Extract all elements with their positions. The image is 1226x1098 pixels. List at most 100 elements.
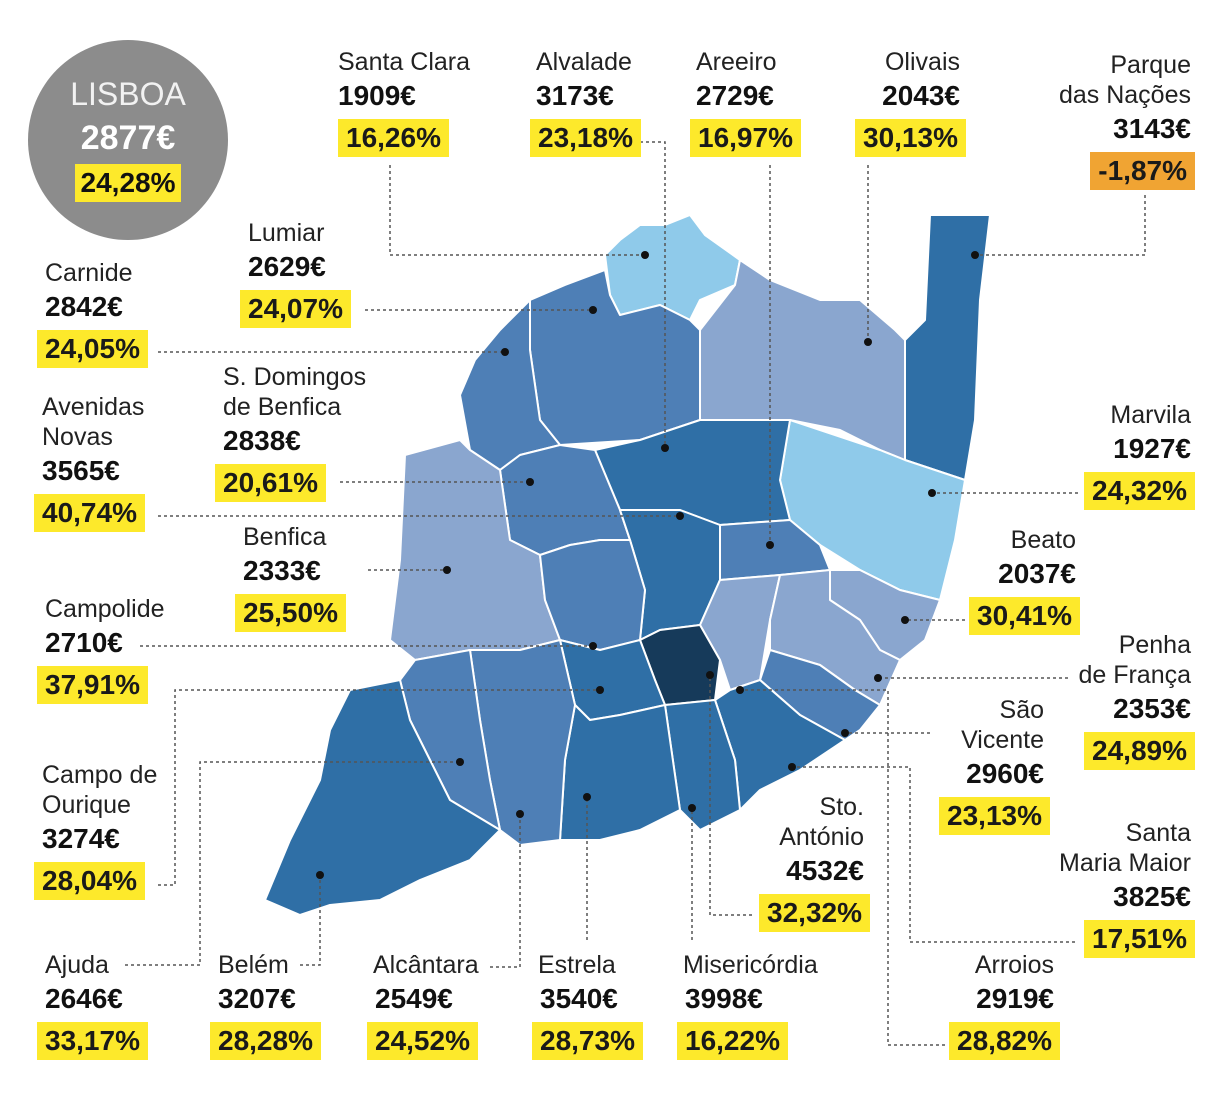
parish-change: 24,07% xyxy=(240,290,351,328)
label-santa-clara: Santa Clara 1909€ 16,26% xyxy=(338,47,470,157)
dot-santa-clara xyxy=(641,251,649,259)
parish-change: 24,05% xyxy=(37,330,148,368)
parish-name-line2: de Benfica xyxy=(223,393,342,421)
dot-santo-antonio xyxy=(706,671,714,679)
label-lumiar: Lumiar 2629€ 24,07% xyxy=(240,218,351,328)
dot-olivais xyxy=(864,338,872,346)
parish-name-line2: António xyxy=(779,823,864,851)
parish-price: 2842€ xyxy=(45,291,123,322)
label-santo-antonio: Sto. António 4532€ 32,32% xyxy=(750,792,870,932)
label-sao-vicente: São Vicente 2960€ 23,13% xyxy=(900,695,1050,835)
parish-price: 2919€ xyxy=(976,983,1054,1014)
region-belem[interactable] xyxy=(264,679,501,916)
label-estrela: Estrela 3540€ 28,73% xyxy=(532,950,643,1060)
parish-name: Carnide xyxy=(45,259,133,287)
parish-price: 3825€ xyxy=(1113,881,1191,912)
parish-change: 30,41% xyxy=(969,597,1080,635)
parish-name-line1: Santa xyxy=(1125,819,1191,847)
parish-name-line1: Avenidas xyxy=(42,393,145,421)
parish-change: 28,73% xyxy=(532,1022,643,1060)
parish-name-line2: de França xyxy=(1078,661,1191,689)
label-marvila: Marvila 1927€ 24,32% xyxy=(1040,400,1195,510)
dot-campo-de-ourique xyxy=(596,686,604,694)
parish-change: 23,13% xyxy=(939,797,1050,835)
parish-price: 3998€ xyxy=(685,983,763,1014)
leader-campo-de-ourique xyxy=(158,689,600,886)
label-beato: Beato 2037€ 30,41% xyxy=(930,525,1080,635)
parish-change: 20,61% xyxy=(215,464,326,502)
parish-price: 3143€ xyxy=(1113,113,1191,144)
parish-name: Benfica xyxy=(243,523,327,551)
parish-name: Belém xyxy=(218,951,289,979)
dot-santa-maria-maior xyxy=(788,763,796,771)
label-misericordia: Misericórdia 3998€ 16,22% xyxy=(677,950,818,1060)
parish-name: Misericórdia xyxy=(683,951,818,979)
parish-name-line1: São xyxy=(999,696,1044,724)
parish-change: 25,50% xyxy=(235,594,346,632)
parish-name: Estrela xyxy=(538,951,616,979)
region-arroios[interactable] xyxy=(699,574,781,691)
parish-name-line1: Parque xyxy=(1110,51,1191,79)
parish-price: 2037€ xyxy=(998,558,1076,589)
leader-ajuda xyxy=(125,761,460,966)
parish-price: 3173€ xyxy=(536,80,614,111)
dot-benfica xyxy=(443,566,451,574)
leader-santa-maria-maior xyxy=(792,766,1075,943)
dot-parque-das-nacoes xyxy=(971,251,979,259)
parish-change: 37,91% xyxy=(37,666,148,704)
parish-price: 3274€ xyxy=(42,823,120,854)
parish-name-line1: S. Domingos xyxy=(223,363,367,391)
parish-name-line2: Novas xyxy=(42,423,113,451)
parish-name-line1: Campo de xyxy=(42,761,158,789)
parish-name: Campolide xyxy=(45,595,165,623)
parish-price: 2629€ xyxy=(248,251,326,282)
parish-price: 2333€ xyxy=(243,555,321,586)
city-name: LISBOA xyxy=(70,76,186,112)
parish-name: Alcântara xyxy=(373,951,479,979)
parish-change: 30,13% xyxy=(855,119,966,157)
parish-name: Alvalade xyxy=(536,48,632,76)
leader-santo-antonio xyxy=(709,675,752,916)
parish-price: 2710€ xyxy=(45,627,123,658)
label-arroios: Arroios 2919€ 28,82% xyxy=(935,950,1060,1060)
parish-price: 3565€ xyxy=(42,455,120,486)
leader-lines xyxy=(125,141,1146,1046)
parish-name-line1: Penha xyxy=(1118,631,1191,659)
dot-alcantara xyxy=(516,810,524,818)
label-santa-maria-maior: Santa Maria Maior 3825€ 17,51% xyxy=(1040,818,1195,958)
region-estrela[interactable] xyxy=(559,704,681,841)
parish-price: 2646€ xyxy=(45,983,123,1014)
parish-change: 24,89% xyxy=(1084,732,1195,770)
leader-parque-das-nacoes xyxy=(975,195,1146,256)
parish-price: 2960€ xyxy=(966,758,1044,789)
label-benfica: Benfica 2333€ 25,50% xyxy=(235,522,346,632)
parish-change: -1,87% xyxy=(1090,152,1195,190)
leader-alcantara xyxy=(490,814,521,968)
dot-sao-vicente xyxy=(841,729,849,737)
region-penha-de-franca[interactable] xyxy=(769,569,901,706)
region-campolide[interactable] xyxy=(539,539,646,651)
parish-change: 16,26% xyxy=(338,119,449,157)
label-belem: Belém 3207€ 28,28% xyxy=(210,950,321,1060)
parish-name-line2: das Nações xyxy=(1058,81,1191,109)
dot-carnide xyxy=(501,348,509,356)
dot-misericordia xyxy=(688,804,696,812)
parish-name: Santa Clara xyxy=(338,48,471,76)
dot-estrela xyxy=(583,793,591,801)
parish-name: Lumiar xyxy=(248,219,325,247)
label-campolide: Campolide 2710€ 37,91% xyxy=(37,594,165,704)
label-campo-de-ourique: Campo de Ourique 3274€ 28,04% xyxy=(34,760,157,900)
city-summary-circle: LISBOA 2877€ 24,28% xyxy=(28,40,228,240)
parish-change: 28,04% xyxy=(34,862,145,900)
parish-price: 2549€ xyxy=(375,983,453,1014)
label-alvalade: Alvalade 3173€ 23,18% xyxy=(530,47,641,157)
leader-belem xyxy=(300,875,321,966)
city-price: 2877€ xyxy=(80,119,176,157)
label-areeiro: Areeiro 2729€ 16,97% xyxy=(690,47,801,157)
parish-name-line2: Ourique xyxy=(42,791,131,819)
dot-belem xyxy=(316,871,324,879)
label-ajuda: Ajuda 2646€ 33,17% xyxy=(37,950,148,1060)
parish-change: 24,52% xyxy=(367,1022,478,1060)
label-s-domingos-de-benfica: S. Domingos de Benfica 2838€ 20,61% xyxy=(215,362,366,502)
